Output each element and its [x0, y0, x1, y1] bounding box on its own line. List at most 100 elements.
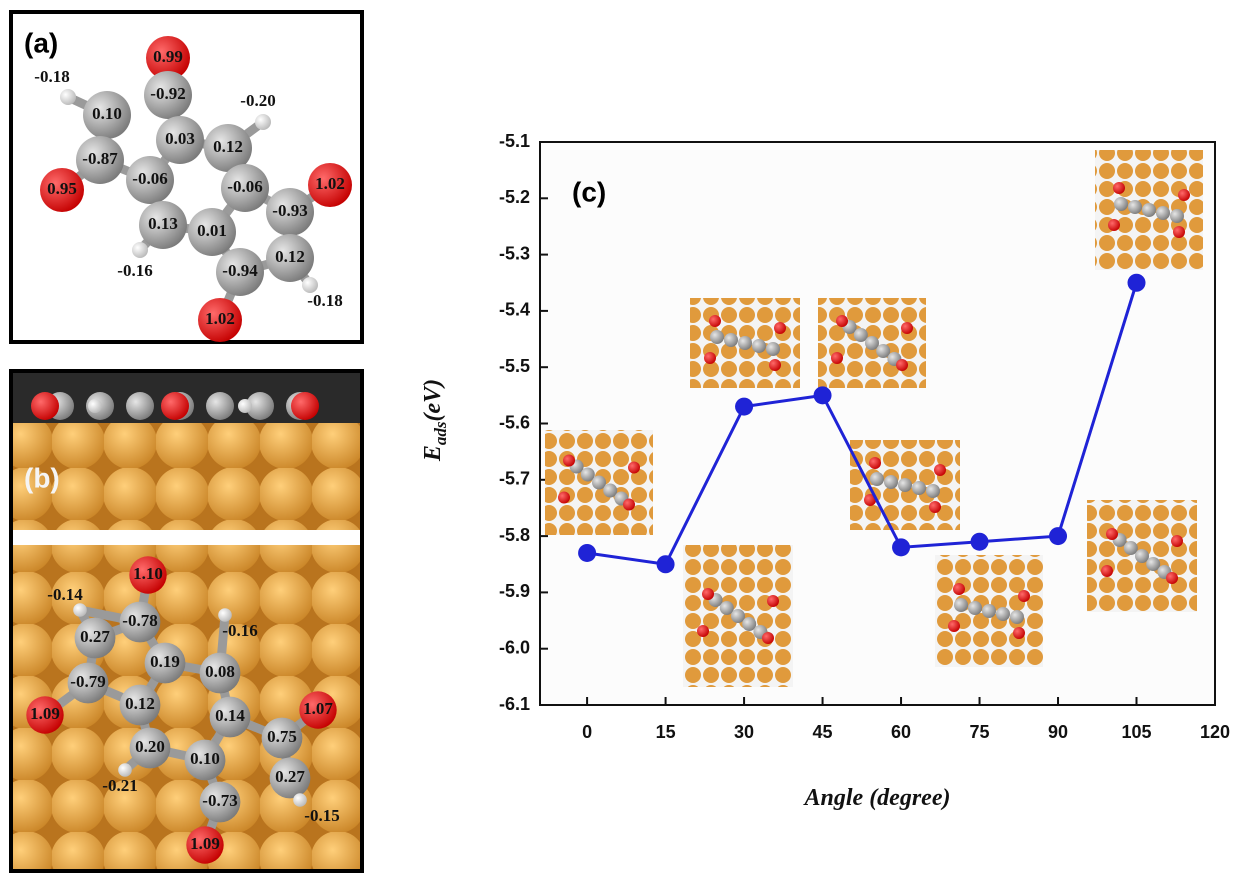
inset-atom: [724, 333, 738, 347]
y-tick-label: -5.7: [499, 469, 530, 489]
inset-atom: [1178, 189, 1190, 201]
inset-atom: [1013, 627, 1025, 639]
inset-atom: [720, 601, 734, 615]
charge-label: 0.75: [267, 727, 297, 746]
atom: [132, 242, 148, 258]
x-tick-label: 60: [891, 722, 911, 742]
separator: [13, 530, 360, 545]
inset-atom: [1170, 209, 1184, 223]
charge-label: 0.14: [215, 706, 245, 725]
charge-label: -0.21: [102, 776, 137, 795]
atom: [255, 114, 271, 130]
data-point: [1049, 527, 1067, 545]
inset-atom: [702, 588, 714, 600]
x-tick-label: 75: [970, 722, 990, 742]
atom: [88, 399, 102, 413]
inset-atom: [854, 328, 868, 342]
x-tick-label: 30: [734, 722, 754, 742]
inset-atom: [1146, 557, 1160, 571]
inset-atom: [934, 464, 946, 476]
atom: [31, 392, 59, 420]
data-point: [971, 533, 989, 551]
inset-atom: [1128, 200, 1142, 214]
inset-atom: [926, 484, 940, 498]
inset-atom: [592, 476, 606, 490]
inset-atom: [769, 359, 781, 371]
charge-label: 1.09: [30, 704, 60, 723]
charge-label: -0.94: [222, 261, 258, 280]
y-tick-label: -5.2: [499, 187, 530, 207]
charge-label: -0.16: [222, 621, 257, 640]
x-tick-label: 45: [813, 722, 833, 742]
inset-atom: [876, 344, 890, 358]
charge-label: 0.99: [153, 47, 183, 66]
inset-atom: [869, 457, 881, 469]
inset-atom: [704, 352, 716, 364]
charge-label: 0.12: [213, 137, 243, 156]
charge-label: 0.12: [125, 694, 155, 713]
atom: [293, 793, 307, 807]
inset-atom: [1113, 182, 1125, 194]
charge-label: -0.14: [47, 585, 83, 604]
inset-atom: [896, 359, 908, 371]
x-axis-label: Angle (degree): [803, 785, 951, 811]
charge-label: -0.87: [82, 149, 118, 168]
panel-label: (c): [572, 176, 606, 207]
inset-atom: [836, 315, 848, 327]
x-tick-label: 90: [1048, 722, 1068, 742]
inset-atom: [948, 620, 960, 632]
y-tick-label: -5.3: [499, 243, 530, 263]
y-label-rest: (eV): [420, 379, 446, 422]
inset-atom: [697, 625, 709, 637]
x-tick-label: 0: [582, 722, 592, 742]
y-tick-label: -5.6: [499, 412, 530, 432]
y-tick-label: -5.4: [499, 300, 530, 320]
panel-b-frame: [11, 371, 362, 871]
inset-atom: [1101, 565, 1113, 577]
inset-atom: [710, 330, 724, 344]
inset-atom: [898, 478, 912, 492]
charge-label: 0.10: [190, 749, 220, 768]
charge-label: 0.10: [92, 104, 122, 123]
atom: [60, 89, 76, 105]
figure: 0.99-0.180.10-0.92-0.200.030.12-0.870.95…: [0, 0, 1250, 873]
charge-label: -0.18: [34, 67, 69, 86]
charge-label: -0.18: [307, 291, 342, 310]
inset-atom: [766, 342, 780, 356]
charge-label: 0.03: [165, 129, 195, 148]
inset-atom: [762, 632, 774, 644]
atom: [238, 399, 252, 413]
inset-atom: [774, 322, 786, 334]
y-tick-label: -5.5: [499, 356, 530, 376]
inset-atom: [738, 336, 752, 350]
y-tick-label: -6.1: [499, 694, 530, 714]
data-point: [814, 386, 832, 404]
charge-label: -0.79: [70, 672, 105, 691]
inset-atom: [742, 617, 756, 631]
charge-label: 1.02: [205, 309, 235, 328]
y-tick-label: -5.8: [499, 525, 530, 545]
inset-atom: [628, 462, 640, 474]
atom: [161, 392, 189, 420]
charge-label: -0.92: [150, 84, 185, 103]
charge-label: 0.19: [150, 652, 180, 671]
inset-atom: [767, 595, 779, 607]
inset-atom: [603, 484, 617, 498]
inset-atom: [709, 315, 721, 327]
atom: [126, 392, 154, 420]
inset-atom: [884, 475, 898, 489]
inset-atom: [731, 609, 745, 623]
charge-label: -0.16: [117, 261, 152, 280]
atom: [118, 763, 132, 777]
inset-atom: [1156, 206, 1170, 220]
inset-atom: [831, 352, 843, 364]
inset-atom: [581, 468, 595, 482]
inset-atom: [1010, 610, 1024, 624]
panel-label: (b): [24, 462, 60, 493]
charge-label: 0.12: [275, 247, 305, 266]
charge-label: 0.27: [275, 767, 305, 786]
atom: [291, 392, 319, 420]
inset-atom: [1171, 535, 1183, 547]
charge-label: 0.08: [205, 662, 235, 681]
y-tick-label: -5.1: [499, 131, 530, 151]
